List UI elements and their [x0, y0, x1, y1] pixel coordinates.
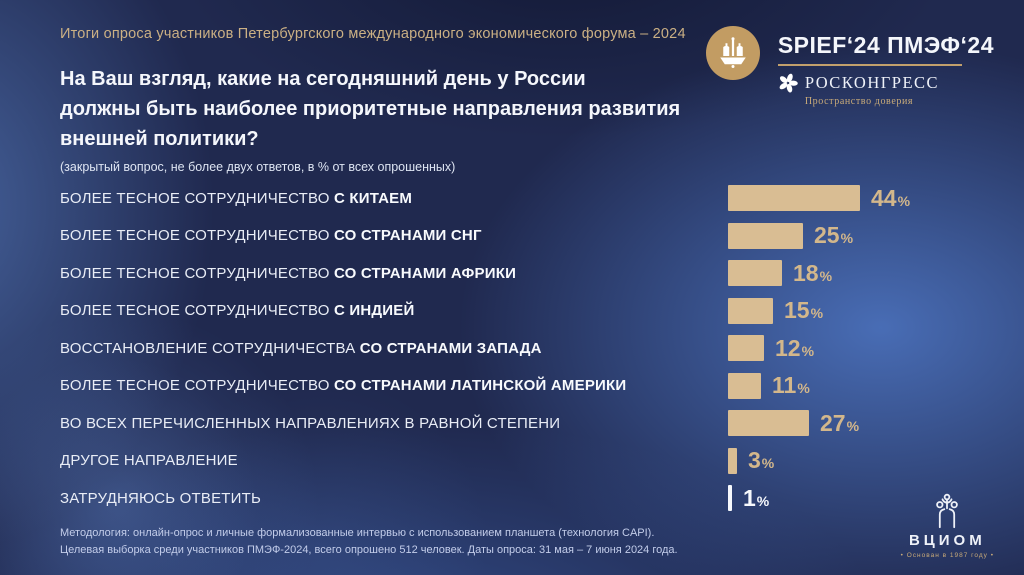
pct-num: 12 — [775, 334, 801, 361]
pct-sign: % — [810, 305, 824, 321]
bar-value: 12% — [775, 335, 814, 362]
bar-label: ДРУГОЕ НАПРАВЛЕНИЕ — [60, 452, 728, 469]
pct-num: 15 — [784, 297, 810, 323]
pct-sign: % — [761, 455, 775, 471]
bar-label: ЗАТРУДНЯЮСЬ ОТВЕТИТЬ — [60, 490, 728, 507]
bar-value: 11% — [772, 372, 810, 399]
chart-row: ЗАТРУДНЯЮСЬ ОТВЕТИТЬ 1% — [60, 485, 1004, 511]
bar-label-bold: СО СТРАНАМИ СНГ — [333, 227, 482, 244]
chart-row: ВО ВСЕХ ПЕРЕЧИСЛЕННЫХ НАПРАВЛЕНИЯХ В РАВ… — [60, 410, 1004, 436]
bar-label-regular: БОЛЕЕ ТЕСНОЕ СОТРУДНИЧЕСТВО — [60, 264, 334, 282]
bar — [728, 185, 860, 211]
bar-value: 27% — [820, 410, 859, 437]
footer-line: Методология: онлайн-опрос и личные форма… — [60, 527, 655, 539]
roscongress-title: РОСКОНГРЕСС — [804, 73, 940, 92]
bar-label: ВО ВСЕХ ПЕРЕЧИСЛЕННЫХ НАПРАВЛЕНИЯХ В РАВ… — [60, 415, 728, 432]
footer-line: Целевая выборка среди участников ПМЭФ-20… — [60, 544, 678, 556]
bar-label: БОЛЕЕ ТЕСНОЕ СОТРУДНИЧЕСТВО С КИТАЕМ — [60, 190, 728, 207]
pct-num: 44 — [871, 184, 897, 211]
pct-sign: % — [756, 492, 770, 509]
bar-label-regular: ЗАТРУДНЯЮСЬ ОТВЕТИТЬ — [60, 489, 262, 507]
chart-row: ДРУГОЕ НАПРАВЛЕНИЕ 3% — [60, 447, 1004, 474]
bar — [728, 260, 782, 286]
question-block: На Ваш взгляд, какие на сегодняшний день… — [60, 64, 720, 174]
pct-sign: % — [797, 380, 810, 396]
bar-label-bold: С ИНДИЕЙ — [333, 302, 415, 319]
bar-label: БОЛЕЕ ТЕСНОЕ СОТРУДНИЧЕСТВО СО СТРАНАМИ … — [60, 227, 728, 244]
bar-label: БОЛЕЕ ТЕСНОЕ СОТРУДНИЧЕСТВО СО СТРАНАМИ … — [60, 265, 728, 282]
methodology-footer: Методология: онлайн-опрос и личные форма… — [60, 525, 678, 559]
bar — [728, 222, 803, 249]
bar-value: 1% — [743, 485, 769, 512]
roscongress-tagline: Пространство доверия — [804, 96, 914, 107]
bar-label-bold: СО СТРАНАМИ ЛАТИНСКОЙ АМЕРИКИ — [333, 377, 627, 394]
branding-block: SPIEF‘24 ПМЭФ‘24 РОСКОНГРЕСС Пространств… — [705, 22, 994, 107]
spief-ship-icon — [705, 26, 760, 80]
spief-title: SPIEF‘24 ПМЭФ‘24 — [777, 32, 994, 58]
pct-num: 3 — [748, 447, 761, 473]
bar — [728, 485, 732, 511]
bar-label: ВОССТАНОВЛЕНИЕ СОТРУДНИЧЕСТВА СО СТРАНАМ… — [60, 340, 728, 357]
pct-sign: % — [819, 267, 833, 284]
bar-value: 15% — [784, 297, 823, 324]
bar-label-regular: БОЛЕЕ ТЕСНОЕ СОТРУДНИЧЕСТВО — [60, 302, 334, 319]
bar-label-regular: ВОССТАНОВЛЕНИЕ СОТРУДНИЧЕСТВА — [60, 339, 360, 357]
vciom-title: ВЦИОМ — [908, 532, 986, 549]
pct-sign: % — [846, 417, 860, 434]
bar-label-regular: БОЛЕЕ ТЕСНОЕ СОТРУДНИЧЕСТВО — [60, 377, 334, 394]
bar-value: 3% — [748, 447, 774, 474]
question-line: должны быть наиболее приоритетные направ… — [60, 98, 681, 120]
bar — [728, 335, 764, 361]
chart-row: БОЛЕЕ ТЕСНОЕ СОТРУДНИЧЕСТВО СО СТРАНАМИ … — [60, 260, 1004, 286]
question-note: (закрытый вопрос, не более двух ответов,… — [60, 160, 456, 174]
pct-num: 1 — [743, 484, 756, 511]
bar-label: БОЛЕЕ ТЕСНОЕ СОТРУДНИЧЕСТВО С ИНДИЕЙ — [60, 302, 728, 319]
bar — [728, 297, 773, 324]
bar-label: БОЛЕЕ ТЕСНОЕ СОТРУДНИЧЕСТВО СО СТРАНАМИ … — [60, 377, 728, 394]
bar-label-bold: СО СТРАНАМИ ЗАПАДА — [359, 339, 542, 357]
roscongress-pinwheel-icon — [779, 73, 798, 93]
pct-num: 18 — [793, 259, 819, 286]
bar-label-regular: БОЛЕЕ ТЕСНОЕ СОТРУДНИЧЕСТВО — [60, 189, 334, 207]
bar-label-bold: СО СТРАНАМИ АФРИКИ — [333, 264, 517, 282]
pct-sign: % — [897, 192, 911, 209]
chart-row: БОЛЕЕ ТЕСНОЕ СОТРУДНИЧЕСТВО С ИНДИЕЙ 15% — [60, 297, 1004, 324]
bar-value: 18% — [793, 260, 832, 287]
bar-rows: БОЛЕЕ ТЕСНОЕ СОТРУДНИЧЕСТВО С КИТАЕМ 44%… — [60, 185, 1004, 511]
bar — [728, 372, 761, 399]
bar — [728, 410, 809, 436]
vciom-tree-icon — [936, 493, 959, 529]
pct-num: 27 — [820, 409, 846, 436]
slide-header: Итоги опроса участников Петербургского м… — [60, 26, 686, 42]
chart-row: БОЛЕЕ ТЕСНОЕ СОТРУДНИЧЕСТВО СО СТРАНАМИ … — [60, 222, 1004, 249]
bar-label-regular: ВО ВСЕХ ПЕРЕЧИСЛЕННЫХ НАПРАВЛЕНИЯХ В РАВ… — [60, 414, 561, 432]
pct-num: 25 — [814, 222, 840, 248]
chart-row: ВОССТАНОВЛЕНИЕ СОТРУДНИЧЕСТВА СО СТРАНАМ… — [60, 335, 1004, 361]
chart-row: БОЛЕЕ ТЕСНОЕ СОТРУДНИЧЕСТВО СО СТРАНАМИ … — [60, 372, 1004, 399]
chart-row: БОЛЕЕ ТЕСНОЕ СОТРУДНИЧЕСТВО С КИТАЕМ 44% — [60, 185, 1004, 211]
bar-label-regular: ДРУГОЕ НАПРАВЛЕНИЕ — [60, 452, 238, 469]
bar-label-regular: БОЛЕЕ ТЕСНОЕ СОТРУДНИЧЕСТВО — [60, 227, 334, 244]
question-line: На Ваш взгляд, какие на сегодняшний день… — [60, 68, 586, 90]
bar-value: 25% — [814, 222, 853, 249]
bar-label-bold: С КИТАЕМ — [333, 189, 413, 207]
pct-num: 11 — [772, 372, 797, 398]
brand-divider — [777, 64, 962, 66]
pct-sign: % — [840, 230, 854, 246]
bar — [728, 447, 737, 474]
vciom-logo: ВЦИОМ • Основан в 1987 году • — [901, 493, 994, 559]
pct-sign: % — [801, 342, 815, 359]
bar-value: 44% — [871, 185, 910, 212]
question-line: внешней политики? — [60, 128, 259, 150]
vciom-tagline: • Основан в 1987 году • — [900, 552, 994, 559]
